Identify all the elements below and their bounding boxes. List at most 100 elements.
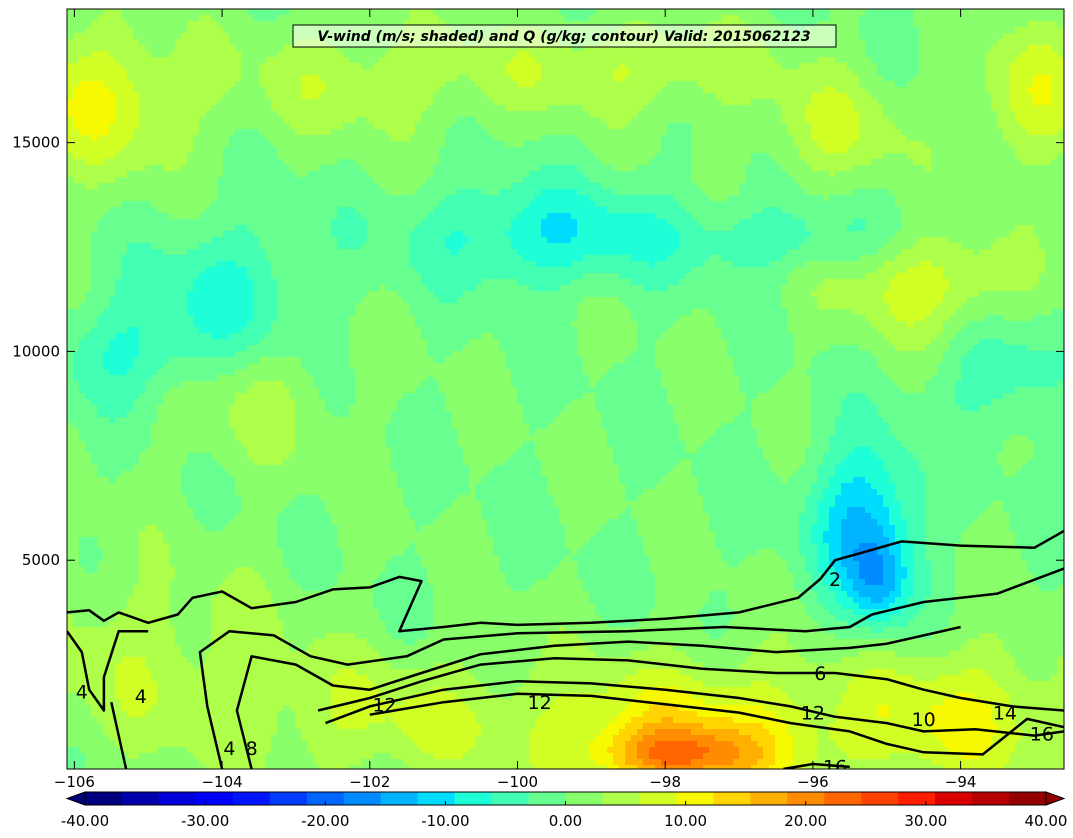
field-cell — [865, 15, 872, 22]
field-cell — [709, 177, 716, 184]
field-cell — [703, 153, 710, 160]
field-cell — [883, 141, 890, 148]
field-cell — [511, 129, 518, 136]
field-cell — [199, 57, 206, 64]
field-cell — [247, 39, 254, 46]
field-cell — [865, 177, 872, 184]
field-cell — [307, 69, 314, 76]
field-cell — [277, 63, 284, 70]
field-cell — [301, 75, 308, 82]
field-cell — [457, 159, 464, 166]
field-cell — [1003, 99, 1010, 106]
field-cell — [397, 165, 404, 172]
field-cell — [721, 51, 728, 58]
field-cell — [97, 69, 104, 76]
field-cell — [733, 9, 740, 16]
field-cell — [127, 81, 134, 88]
field-cell — [805, 93, 812, 100]
field-cell — [541, 153, 548, 160]
field-cell — [169, 39, 176, 46]
field-cell — [337, 51, 344, 58]
field-cell — [823, 21, 830, 28]
field-cell — [775, 135, 782, 142]
field-cell — [1021, 159, 1028, 166]
field-cell — [163, 147, 170, 154]
field-cell — [961, 45, 968, 52]
field-cell — [307, 105, 314, 112]
field-cell — [187, 177, 194, 184]
field-cell — [595, 183, 602, 190]
field-cell — [1051, 69, 1058, 76]
field-cell — [73, 123, 80, 130]
field-cell — [931, 177, 938, 184]
field-cell — [547, 153, 554, 160]
field-cell — [199, 75, 206, 82]
field-cell — [637, 9, 644, 16]
field-cell — [115, 111, 122, 118]
field-cell — [511, 21, 518, 28]
field-cell — [433, 69, 440, 76]
field-cell — [775, 153, 782, 160]
field-cell — [811, 153, 818, 160]
field-cell — [667, 147, 674, 154]
field-cell — [475, 147, 482, 154]
field-cell — [847, 177, 854, 184]
field-cell — [205, 183, 212, 190]
field-cell — [631, 141, 638, 148]
field-cell — [793, 45, 800, 52]
field-cell — [817, 81, 824, 88]
field-cell — [763, 183, 770, 190]
field-cell — [1045, 63, 1052, 70]
field-cell — [889, 105, 896, 112]
field-cell — [979, 117, 986, 124]
field-cell — [739, 183, 746, 190]
field-cell — [943, 177, 950, 184]
field-cell — [409, 153, 416, 160]
field-cell — [79, 147, 86, 154]
field-cell — [163, 57, 170, 64]
field-cell — [1027, 147, 1034, 154]
field-cell — [109, 93, 116, 100]
field-cell — [559, 165, 566, 172]
field-cell — [703, 111, 710, 118]
field-cell — [697, 117, 704, 124]
field-cell — [349, 171, 356, 178]
field-cell — [109, 135, 116, 142]
field-cell — [943, 147, 950, 154]
field-cell — [211, 99, 218, 106]
field-cell — [925, 81, 932, 88]
field-cell — [673, 111, 680, 118]
field-cell — [205, 87, 212, 94]
field-cell — [163, 15, 170, 22]
field-cell — [559, 177, 566, 184]
field-cell — [883, 129, 890, 136]
field-cell — [643, 51, 650, 58]
field-cell — [1039, 87, 1046, 94]
field-cell — [847, 9, 854, 16]
field-cell — [493, 9, 500, 16]
field-cell — [733, 117, 740, 124]
field-cell — [217, 63, 224, 70]
field-cell — [187, 75, 194, 82]
field-cell — [445, 105, 452, 112]
field-cell — [733, 87, 740, 94]
field-cell — [289, 93, 296, 100]
field-cell — [697, 99, 704, 106]
field-cell — [661, 129, 668, 136]
field-cell — [67, 93, 74, 100]
field-cell — [205, 21, 212, 28]
field-cell — [79, 177, 86, 184]
field-cell — [769, 51, 776, 58]
field-cell — [637, 87, 644, 94]
field-cell — [313, 159, 320, 166]
field-cell — [511, 51, 518, 58]
field-cell — [619, 15, 626, 22]
field-cell — [505, 153, 512, 160]
field-cell — [85, 57, 92, 64]
field-cell — [109, 21, 116, 28]
field-cell — [661, 117, 668, 124]
field-cell — [517, 165, 524, 172]
field-cell — [175, 105, 182, 112]
field-cell — [367, 171, 374, 178]
field-cell — [361, 141, 368, 148]
